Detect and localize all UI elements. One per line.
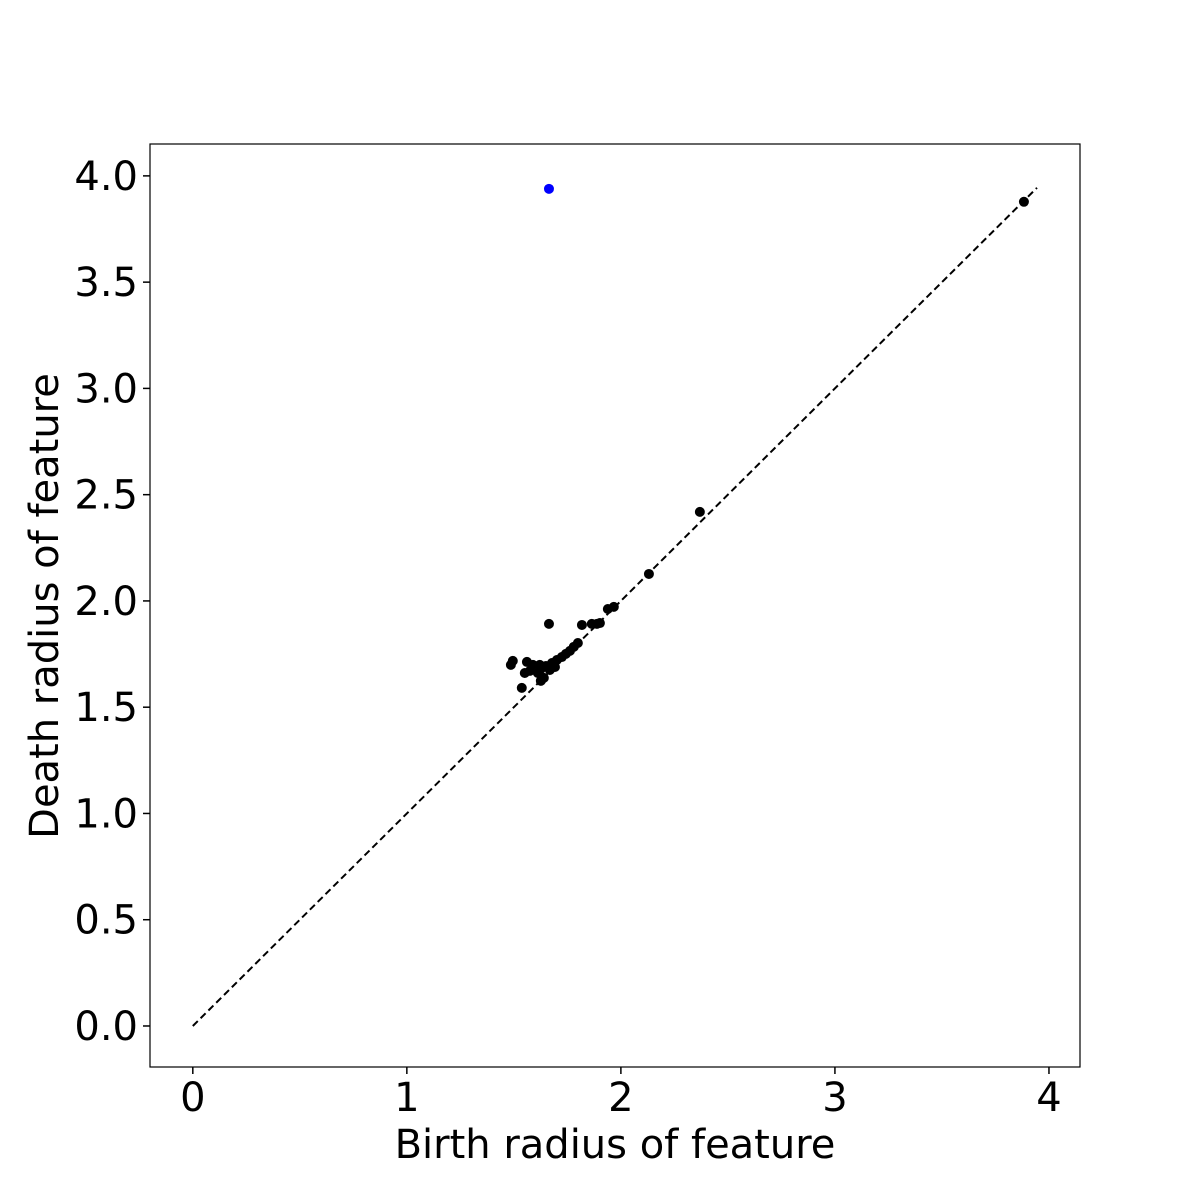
point (543, 618, 554, 629)
x-axis-label: Birth radius of feature (395, 1122, 836, 1168)
x-tick-label: 3 (822, 1075, 847, 1121)
y-axis-label: Death radius of feature (22, 373, 68, 839)
x-tick-label: 2 (608, 1075, 633, 1121)
y-tick-label: 2.0 (74, 579, 138, 625)
point (534, 659, 545, 670)
y-tick-label: 1.5 (74, 685, 138, 731)
y-tick-label: 0.5 (74, 898, 138, 944)
y-tick-label: 4.0 (74, 154, 138, 200)
point (543, 183, 554, 194)
y-tick-label: 1.0 (74, 791, 138, 837)
x-tick-label: 0 (180, 1075, 205, 1121)
x-tick-label: 1 (394, 1075, 419, 1121)
point (516, 682, 527, 693)
y-tick-label: 0.0 (74, 1004, 138, 1050)
point (524, 665, 535, 676)
point (538, 672, 549, 683)
point (643, 568, 654, 579)
point (694, 506, 705, 517)
plot-frame (149, 143, 1081, 1068)
point (576, 619, 587, 630)
y-tick-label: 3.5 (74, 260, 138, 306)
point (549, 662, 560, 673)
x-tick-label: 4 (1036, 1075, 1061, 1121)
y-tick-label: 3.0 (74, 366, 138, 412)
point (602, 604, 613, 615)
y-tick-label: 2.5 (74, 473, 138, 519)
point (507, 655, 518, 666)
point (594, 618, 605, 629)
point (1018, 196, 1029, 207)
